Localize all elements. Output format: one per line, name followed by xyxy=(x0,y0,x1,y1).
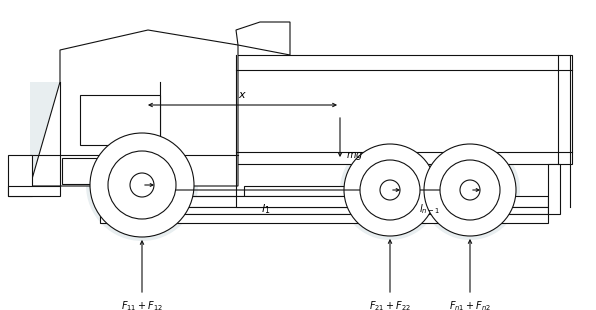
Bar xyxy=(548,164,560,214)
Bar xyxy=(100,214,390,223)
Bar xyxy=(30,82,238,186)
Circle shape xyxy=(380,180,400,200)
Text: $l_1$: $l_1$ xyxy=(261,202,271,216)
Polygon shape xyxy=(30,30,238,186)
Text: $F_{11}+F_{12}$: $F_{11}+F_{12}$ xyxy=(121,299,163,310)
Circle shape xyxy=(424,144,516,236)
Bar xyxy=(390,214,548,223)
Bar xyxy=(236,55,572,164)
Bar xyxy=(8,155,32,196)
Text: $F_{n1}+F_{n2}$: $F_{n1}+F_{n2}$ xyxy=(449,299,491,310)
Polygon shape xyxy=(236,22,290,55)
Bar xyxy=(244,186,390,196)
Bar xyxy=(100,207,548,214)
Circle shape xyxy=(90,133,194,237)
Text: $x$: $x$ xyxy=(238,90,247,100)
Circle shape xyxy=(130,173,154,197)
Bar xyxy=(80,95,160,145)
Circle shape xyxy=(108,151,176,219)
Circle shape xyxy=(344,144,436,236)
Circle shape xyxy=(86,129,198,241)
Bar xyxy=(8,186,60,196)
Text: $mg$: $mg$ xyxy=(346,150,364,162)
Circle shape xyxy=(440,160,500,220)
Bar xyxy=(236,196,390,207)
Text: $l_{n-1}$: $l_{n-1}$ xyxy=(420,202,440,216)
Circle shape xyxy=(340,140,440,240)
Bar xyxy=(62,158,158,184)
Text: $F_{21}+F_{22}$: $F_{21}+F_{22}$ xyxy=(369,299,411,310)
Circle shape xyxy=(420,140,520,240)
Bar xyxy=(100,196,548,207)
Circle shape xyxy=(460,180,480,200)
Circle shape xyxy=(360,160,420,220)
